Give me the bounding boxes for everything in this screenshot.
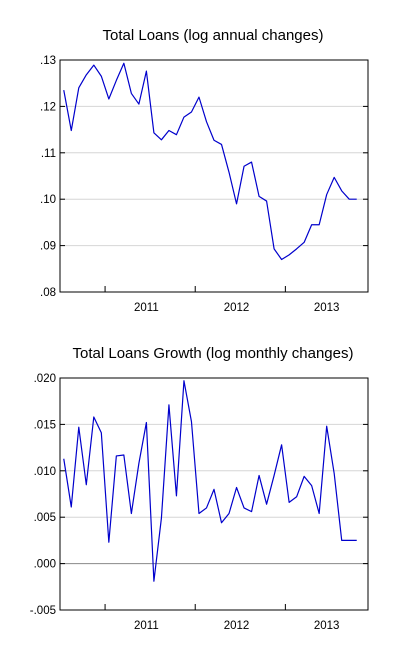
y-tick-label: .11 (41, 148, 56, 160)
chart-1-x-ticks (104, 286, 286, 292)
y-tick-label: .015 (34, 419, 56, 431)
y-tick-label: .010 (34, 466, 56, 478)
chart-1-series (63, 62, 357, 261)
y-tick-label: .020 (34, 373, 56, 385)
chart-2-plot-frame (59, 377, 369, 611)
chart-1-gridlines (60, 59, 368, 247)
x-tick-label: 2012 (224, 302, 250, 314)
chart-2-x-tick-labels: 2011 2012 2013 (134, 620, 339, 632)
chart-1-y-ticks (60, 59, 368, 293)
chart-2-title: Total Loans Growth (log monthly changes) (73, 345, 354, 362)
chart-1-x-tick-labels: 2011 2012 2013 (134, 302, 339, 314)
chart-1: Total Loans (log annual changes) 2011 201… (40, 27, 369, 314)
chart-1-y-tick-labels: .08 .09 .10 .11 .12 .13 (40, 55, 56, 299)
y-tick-label: .13 (40, 55, 56, 67)
x-tick-label: 2011 (134, 620, 159, 632)
chart-2-y-ticks (60, 377, 368, 611)
chart-2: Total Loans Growth (log monthly changes)… (30, 345, 369, 632)
y-tick-label: .10 (40, 194, 56, 206)
y-tick-label: .08 (40, 287, 56, 299)
chart-1-plot-frame (59, 59, 369, 293)
y-tick-label: .09 (40, 241, 56, 253)
series-line (63, 380, 357, 582)
x-tick-label: 2012 (224, 620, 250, 632)
chart-2-x-ticks (104, 604, 286, 610)
x-tick-label: 2011 (134, 302, 159, 314)
chart-1-title: Total Loans (log annual changes) (103, 27, 324, 44)
chart-2-gridlines (60, 377, 368, 565)
y-tick-label: .12 (40, 101, 56, 113)
y-tick-label: .000 (34, 559, 56, 571)
series-line (63, 62, 357, 261)
chart-2-y-tick-labels: -.005 .000 .005 .010 .015 .020 (30, 373, 56, 617)
y-tick-label: -.005 (30, 605, 56, 617)
x-tick-label: 2013 (314, 302, 340, 314)
y-tick-label: .005 (34, 512, 56, 524)
chart-2-series (63, 380, 357, 582)
x-tick-label: 2013 (314, 620, 340, 632)
